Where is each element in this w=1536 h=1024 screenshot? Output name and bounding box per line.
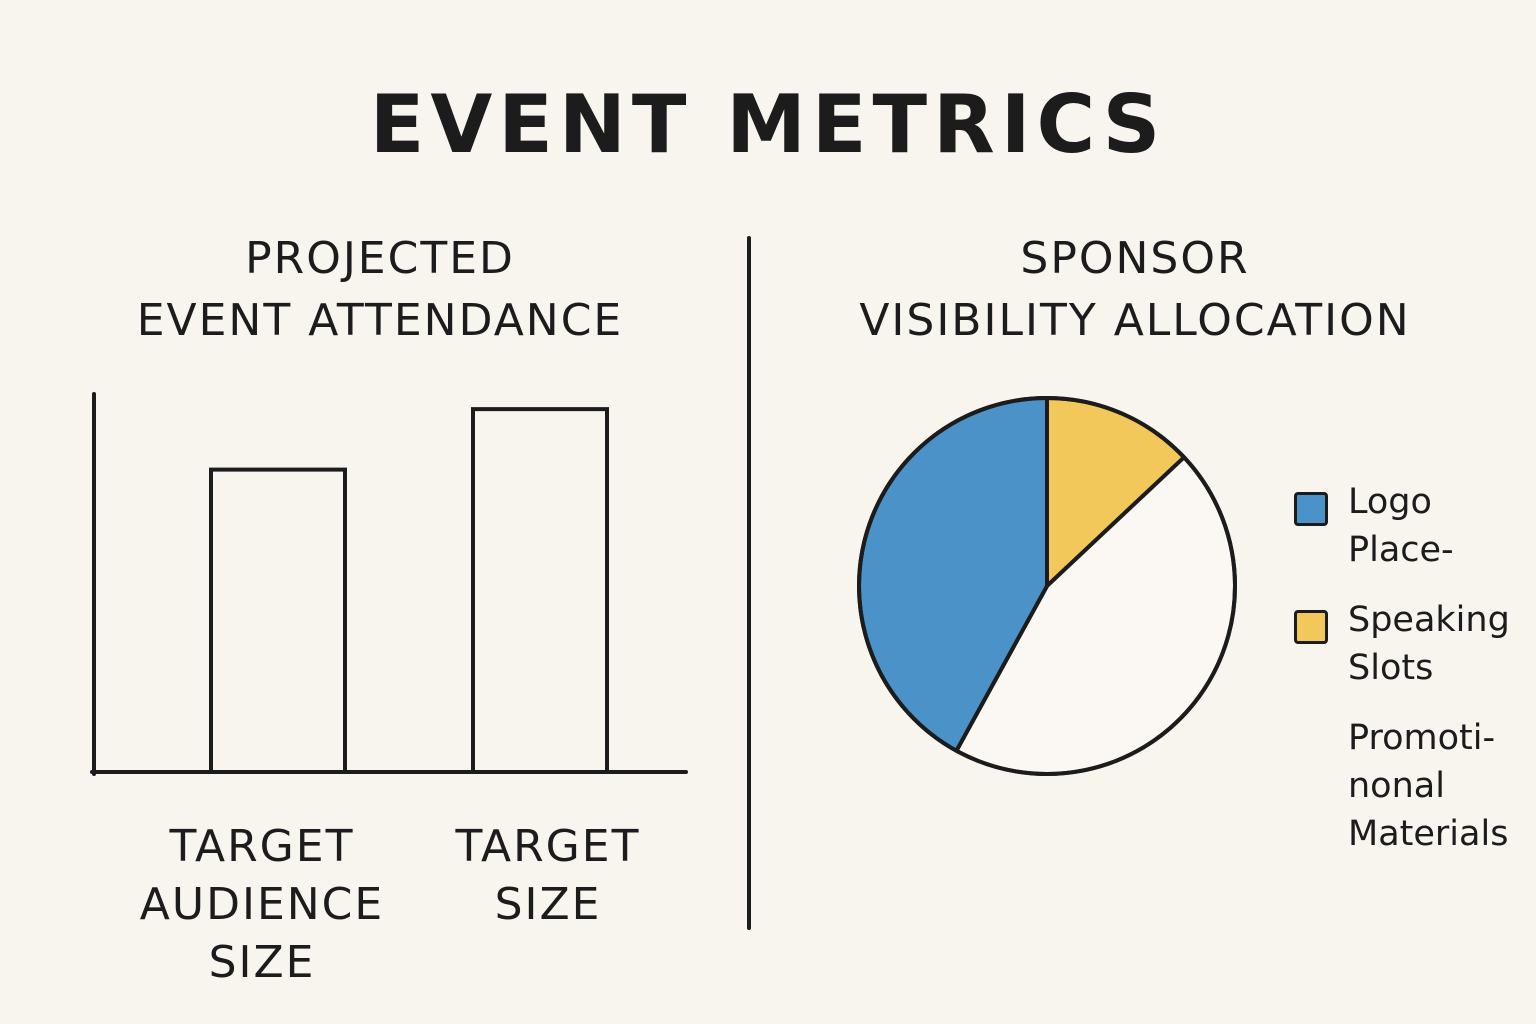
pie-legend: Logo Place- Speaking Slots Promoti- nona… — [1294, 478, 1534, 880]
bar-chart-title-line-2: EVENT ATTENDANCE — [136, 295, 624, 346]
legend-item-logo-placement: Logo Place- — [1294, 478, 1534, 574]
page-title: EVENT METRICS — [369, 78, 1167, 171]
bar-category-label-target-audience-size: TARGET AUDIENCE SIZE — [139, 821, 385, 988]
legend-item-speaking-slots: Speaking Slots — [1294, 596, 1534, 692]
pie-chart-title: SPONSOR VISIBILITY ALLOCATION — [820, 228, 1450, 352]
pie-chart-title-line-2: VISIBILITY ALLOCATION — [859, 295, 1411, 346]
pie-chart-title-line-1: SPONSOR — [1020, 233, 1250, 284]
pie-outline — [857, 396, 1237, 776]
bar-target-size — [471, 407, 609, 774]
bar-category-label-target-size: TARGET SIZE — [455, 821, 641, 930]
pie-slice-promotional-materials — [954, 455, 1237, 776]
pie-slice-logo-placement — [857, 396, 1049, 753]
bar-chart-title-line-1: PROJECTED — [245, 233, 515, 284]
pie-slice-speaking-slots — [1045, 396, 1187, 588]
legend-swatch-blue — [1294, 492, 1328, 526]
legend-swatch-yellow — [1294, 610, 1328, 644]
panel-divider — [747, 236, 751, 930]
bar-chart-title: PROJECTED EVENT ATTENDANCE — [90, 228, 670, 352]
bar-target-audience-size — [209, 467, 347, 774]
legend-item-promotional-materials: Promoti- nonal Materials — [1348, 718, 1509, 854]
bar-chart — [90, 392, 688, 776]
